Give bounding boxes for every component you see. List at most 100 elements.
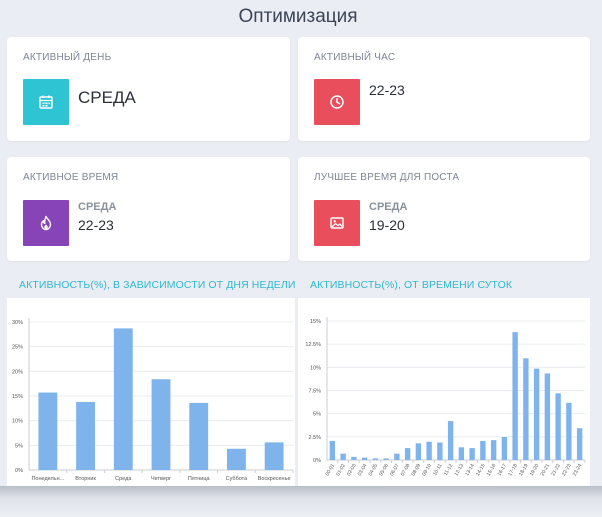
bar-18-19	[523, 358, 529, 460]
x-tick-label: 17-18	[507, 463, 519, 477]
x-tick-label: 07-08	[400, 463, 412, 477]
x-tick-label: 14-15	[475, 463, 487, 477]
x-tick-label: 00-01	[325, 463, 337, 477]
x-tick-label: 23-24	[572, 463, 584, 477]
x-tick-label: Суббота	[226, 476, 248, 482]
hourly-chart-panel: 0% 2.5% 5% 7.5% 10% 12.5% 15% 00-01 01-02 02-03 03…	[298, 298, 590, 488]
y-tick-label: 7.5%	[308, 389, 321, 395]
y-tick-label: 25%	[12, 345, 23, 351]
x-tick-label: Пятница	[188, 476, 211, 482]
bar-17-18	[512, 332, 518, 460]
bar-08-09	[415, 443, 422, 460]
bar-22-23	[566, 402, 572, 460]
bar-06-07	[394, 453, 400, 460]
bar-Четверг	[151, 379, 171, 470]
x-tick-label: 18-19	[518, 463, 530, 477]
y-tick-label: 0%	[15, 468, 23, 474]
x-tick-label: 20-21	[540, 463, 552, 477]
active-hour-value: 22-23	[369, 82, 405, 98]
active-day-label: АКТИВНЫЙ ДЕНЬ	[23, 52, 112, 63]
hourly-chart-title: АКТИВНОСТЬ(%), ОТ ВРЕМЕНИ СУТОК	[310, 279, 513, 291]
weekday-chart-title: АКТИВНОСТЬ(%), В ЗАВИСИМОСТИ ОТ ДНЯ НЕДЕ…	[19, 279, 296, 291]
bar-05-06	[383, 458, 389, 460]
clock-icon	[330, 95, 344, 109]
bar-16-17	[501, 436, 508, 460]
active-hour-label: АКТИВНЫЙ ЧАС	[314, 52, 396, 63]
x-tick-label: 10-11	[432, 463, 444, 477]
active-time-label: АКТИВНОЕ ВРЕМЯ	[23, 172, 119, 183]
best-post-time-card: ЛУЧШЕЕ ВРЕМЯ ДЛЯ ПОСТА СРЕДА 19-20	[298, 157, 590, 261]
active-day-value: СРЕДА	[78, 88, 136, 107]
y-tick-label: 5%	[313, 412, 321, 418]
y-tick-label: 0%	[313, 458, 321, 464]
y-tick-label: 30%	[12, 320, 23, 326]
active-time-value: 22-23	[78, 217, 114, 233]
y-tick-label: 10%	[12, 419, 23, 425]
best-post-time-label: ЛУЧШЕЕ ВРЕМЯ ДЛЯ ПОСТА	[314, 172, 460, 183]
bar-11-12	[447, 421, 454, 460]
x-tick-label: 13-14	[464, 463, 476, 477]
x-tick-label: 03-04	[357, 463, 369, 477]
active-day-tile	[23, 79, 69, 125]
active-time-card: АКТИВНОЕ ВРЕМЯ СРЕДА 22-23	[7, 157, 290, 261]
weekday-chart-panel: 0% 5% 10% 15% 20% 25% 30% Понедельн... Вторник Ср…	[7, 298, 295, 488]
active-time-tile	[23, 200, 69, 246]
active-hour-card: АКТИВНЫЙ ЧАС 22-23	[298, 37, 590, 141]
bar-10-11	[437, 442, 443, 460]
x-tick-label: 04-05	[368, 463, 380, 477]
bar-07-08	[404, 448, 411, 460]
x-tick-label: 09-10	[421, 463, 433, 477]
best-post-time-day: СРЕДА	[369, 201, 408, 213]
calendar-icon	[39, 95, 53, 109]
y-tick-label: 12.5%	[305, 342, 321, 348]
hourly-chart: 0% 2.5% 5% 7.5% 10% 12.5% 15% 00-01 01-02 02-03 03…	[305, 317, 586, 477]
x-tick-label: Среда	[115, 476, 132, 482]
active-time-day: СРЕДА	[78, 201, 117, 213]
y-tick-label: 10%	[310, 365, 321, 371]
y-tick-label: 15%	[12, 394, 23, 400]
active-hour-tile	[314, 79, 360, 125]
bar-01-02	[340, 453, 346, 460]
x-tick-label: 05-06	[378, 463, 390, 477]
x-tick-label: Вторник	[75, 476, 96, 482]
bar-14-15	[480, 440, 486, 460]
x-tick-label: 06-07	[389, 463, 401, 477]
flame-icon	[40, 215, 52, 231]
x-tick-label: 21-22	[550, 463, 562, 477]
x-tick-label: 01-02	[335, 463, 347, 477]
best-post-time-value: 19-20	[369, 217, 405, 233]
x-tick-label: 08-09	[411, 463, 423, 477]
x-tick-label: Четверг	[151, 476, 171, 482]
y-tick-label: 5%	[15, 443, 23, 449]
active-day-card: АКТИВНЫЙ ДЕНЬ СРЕДА	[7, 37, 290, 141]
bar-Понедельн...	[38, 392, 58, 470]
bar-12-13	[458, 447, 465, 460]
bar-02-03	[351, 456, 357, 460]
x-tick-label: Понедельн...	[31, 476, 64, 482]
bar-23-24	[576, 428, 583, 460]
x-tick-label: 02-03	[346, 463, 358, 477]
page-title: Оптимизация	[238, 6, 358, 27]
bar-09-10	[426, 441, 432, 460]
image-icon	[330, 217, 344, 229]
x-tick-label: Воскресенье	[258, 476, 291, 482]
bar-Суббота	[227, 448, 246, 470]
bar-15-16	[490, 440, 497, 460]
bar-13-14	[469, 448, 475, 460]
best-post-time-tile	[314, 200, 360, 246]
bar-Пятница	[189, 402, 209, 470]
bar-20-21	[544, 373, 551, 460]
bar-Вторник	[76, 401, 95, 470]
bar-21-22	[555, 393, 561, 460]
y-tick-label: 20%	[12, 369, 23, 375]
bar-04-05	[372, 458, 379, 460]
bar-Воскресенье	[264, 442, 284, 470]
bar-19-20	[533, 368, 540, 460]
y-tick-label: 2.5%	[308, 435, 321, 441]
bar-03-04	[361, 457, 368, 460]
x-tick-label: 11-12	[443, 463, 455, 477]
bar-Среда	[113, 328, 133, 470]
x-tick-label: 15-16	[486, 463, 498, 477]
bar-00-01	[329, 440, 336, 460]
weekday-chart: 0% 5% 10% 15% 20% 25% 30% Понедельн... Вторник Ср…	[12, 318, 294, 482]
